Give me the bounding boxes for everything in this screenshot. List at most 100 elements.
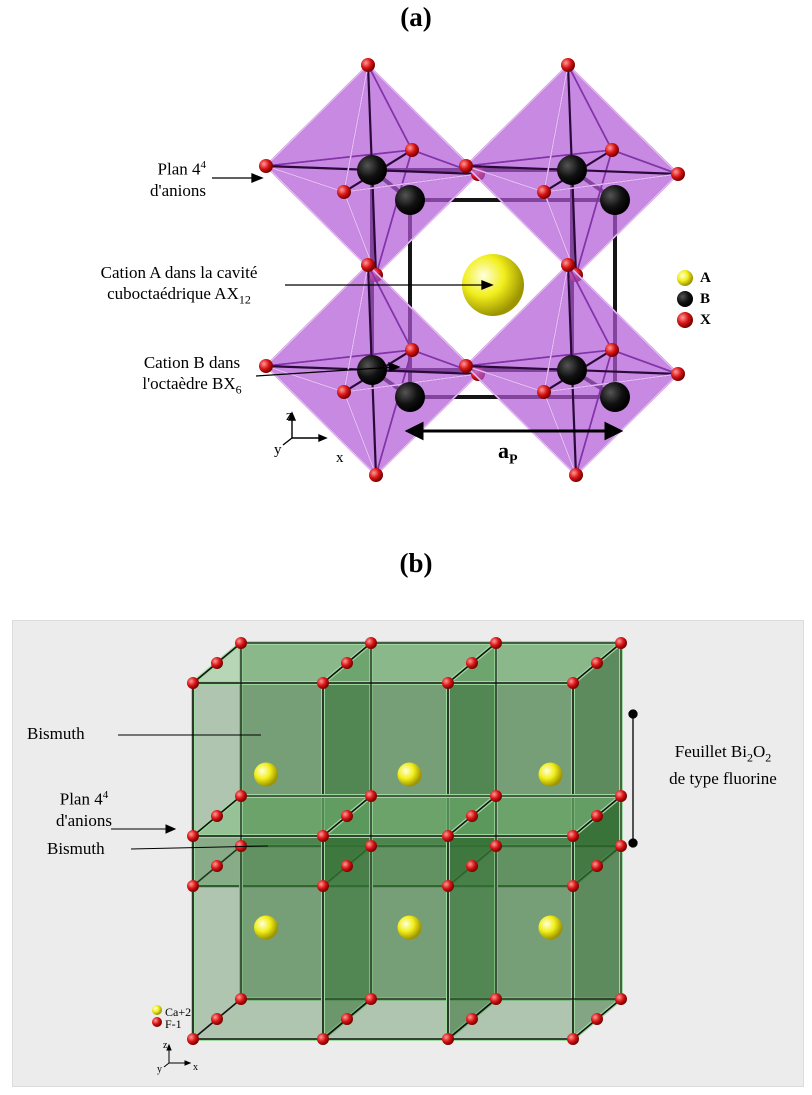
legend-a (677, 270, 693, 328)
anion-sphere (567, 1033, 579, 1045)
bismuth-mid-leader (130, 845, 269, 850)
legend-f-label: F-1 (165, 1017, 182, 1031)
anion-sphere (187, 880, 199, 892)
anion-x-sphere (259, 159, 273, 173)
cation-b-sphere (557, 155, 587, 185)
anion-sphere (591, 657, 603, 669)
anion-sphere (466, 657, 478, 669)
legend-a-swatch (677, 270, 693, 286)
anion-sphere (615, 637, 627, 649)
anion-sphere (317, 677, 329, 689)
fluorite-cube-4 (317, 791, 502, 1044)
anion-sphere (235, 840, 247, 852)
lattice-parameter-label: aP (498, 438, 518, 468)
feuillet-label: Feuillet Bi2O2 de type fluorine (669, 742, 777, 789)
legend-x-swatch (677, 312, 693, 328)
anion-sphere (187, 677, 199, 689)
anion-sphere (466, 860, 478, 872)
anion-x-sphere (405, 343, 419, 357)
anion-sphere (490, 637, 502, 649)
perovskite-structure-figure (212, 58, 693, 482)
anion-sphere (365, 840, 377, 852)
legend-ca-label: Ca+2 (165, 1005, 192, 1019)
anion-sphere (591, 860, 603, 872)
anion-x-sphere (569, 468, 583, 482)
anion-sphere (365, 637, 377, 649)
bismuth-cation-sphere (538, 915, 563, 940)
anion-sphere (442, 677, 454, 689)
anion-x-sphere (537, 185, 551, 199)
bx6-octahedra (259, 58, 685, 482)
cation-b-label: Cation B dans l'octaèdre BX6 (142, 353, 242, 397)
anion-sphere (187, 830, 199, 842)
bismuth-cation-sphere (397, 915, 422, 940)
anion-sphere (490, 790, 502, 802)
anion-sphere (235, 790, 247, 802)
anion-x-sphere (259, 359, 273, 373)
bismuth-cation-sphere (254, 762, 278, 787)
anion-sphere (591, 1013, 603, 1025)
anion-sphere (466, 810, 478, 822)
cation-b-sphere (600, 382, 630, 412)
anion-x-sphere (459, 359, 473, 373)
aurivillius-structure-panel: Bismuth Plan 44 d'anions Bismuth Feuille… (12, 620, 804, 1087)
cation-b-sphere (600, 185, 630, 215)
anion-sphere (235, 637, 247, 649)
cation-b-sphere (395, 185, 425, 215)
axis-y-label: y (274, 442, 282, 458)
legend-b-label: B (700, 291, 711, 307)
axis-x-label: x (336, 450, 344, 466)
fluorite-cubes (187, 638, 627, 1044)
anion-x-sphere (459, 159, 473, 173)
legend-b-swatch (677, 291, 693, 307)
anion-sphere (341, 860, 353, 872)
axis-z-label: z (286, 408, 293, 424)
cation-anion-atoms (187, 637, 627, 1045)
fluorite-cube-5 (442, 791, 627, 1044)
anion-x-sphere (337, 385, 351, 399)
anion-x-sphere (671, 367, 685, 381)
anion-sphere (187, 1033, 199, 1045)
anion-x-sphere (369, 468, 383, 482)
lattice-parameter-arrow (404, 421, 624, 441)
anion-sphere (442, 880, 454, 892)
anion-sphere (490, 840, 502, 852)
anion-sphere (211, 810, 223, 822)
cation-b-sphere (357, 155, 387, 185)
anion-x-sphere (605, 143, 619, 157)
fluorite-layer-figure (111, 637, 638, 1068)
cation-b-sphere (395, 382, 425, 412)
bismuth-cation-sphere (397, 762, 422, 787)
anion-x-sphere (361, 58, 375, 72)
anion-x-sphere (561, 258, 575, 272)
cation-a-label: Cation A dans la cavité cuboctaédrique A… (100, 263, 258, 307)
axes-triad-b (163, 1043, 192, 1068)
anion-x-sphere (605, 343, 619, 357)
panel-b-label: (b) (399, 548, 433, 578)
anion-sphere (211, 1013, 223, 1025)
anion-sphere (317, 830, 329, 842)
anion-sphere (615, 840, 627, 852)
panel-a-label: (a) (400, 2, 432, 32)
anion-sphere (466, 1013, 478, 1025)
anion-x-sphere (337, 185, 351, 199)
legend-a-label: A (700, 270, 711, 286)
anion-sphere (211, 860, 223, 872)
anion-sphere (591, 810, 603, 822)
anion-sphere (341, 657, 353, 669)
plan-anions-label-b: Plan 44 d'anions (56, 789, 112, 830)
anion-sphere (567, 880, 579, 892)
bismuth-top-label: Bismuth (27, 724, 85, 743)
axis-x-label-b: x (193, 1062, 198, 1073)
cation-b-sphere (557, 355, 587, 385)
anion-sphere (365, 790, 377, 802)
octahedron-0 (259, 58, 485, 282)
octahedron-1 (459, 58, 685, 282)
anion-x-sphere (537, 385, 551, 399)
anion-sphere (317, 880, 329, 892)
anion-sphere (615, 790, 627, 802)
anion-sphere (341, 1013, 353, 1025)
anion-x-sphere (361, 258, 375, 272)
cation-b-arrow (255, 366, 396, 377)
bismuth-cation-sphere (538, 762, 563, 787)
